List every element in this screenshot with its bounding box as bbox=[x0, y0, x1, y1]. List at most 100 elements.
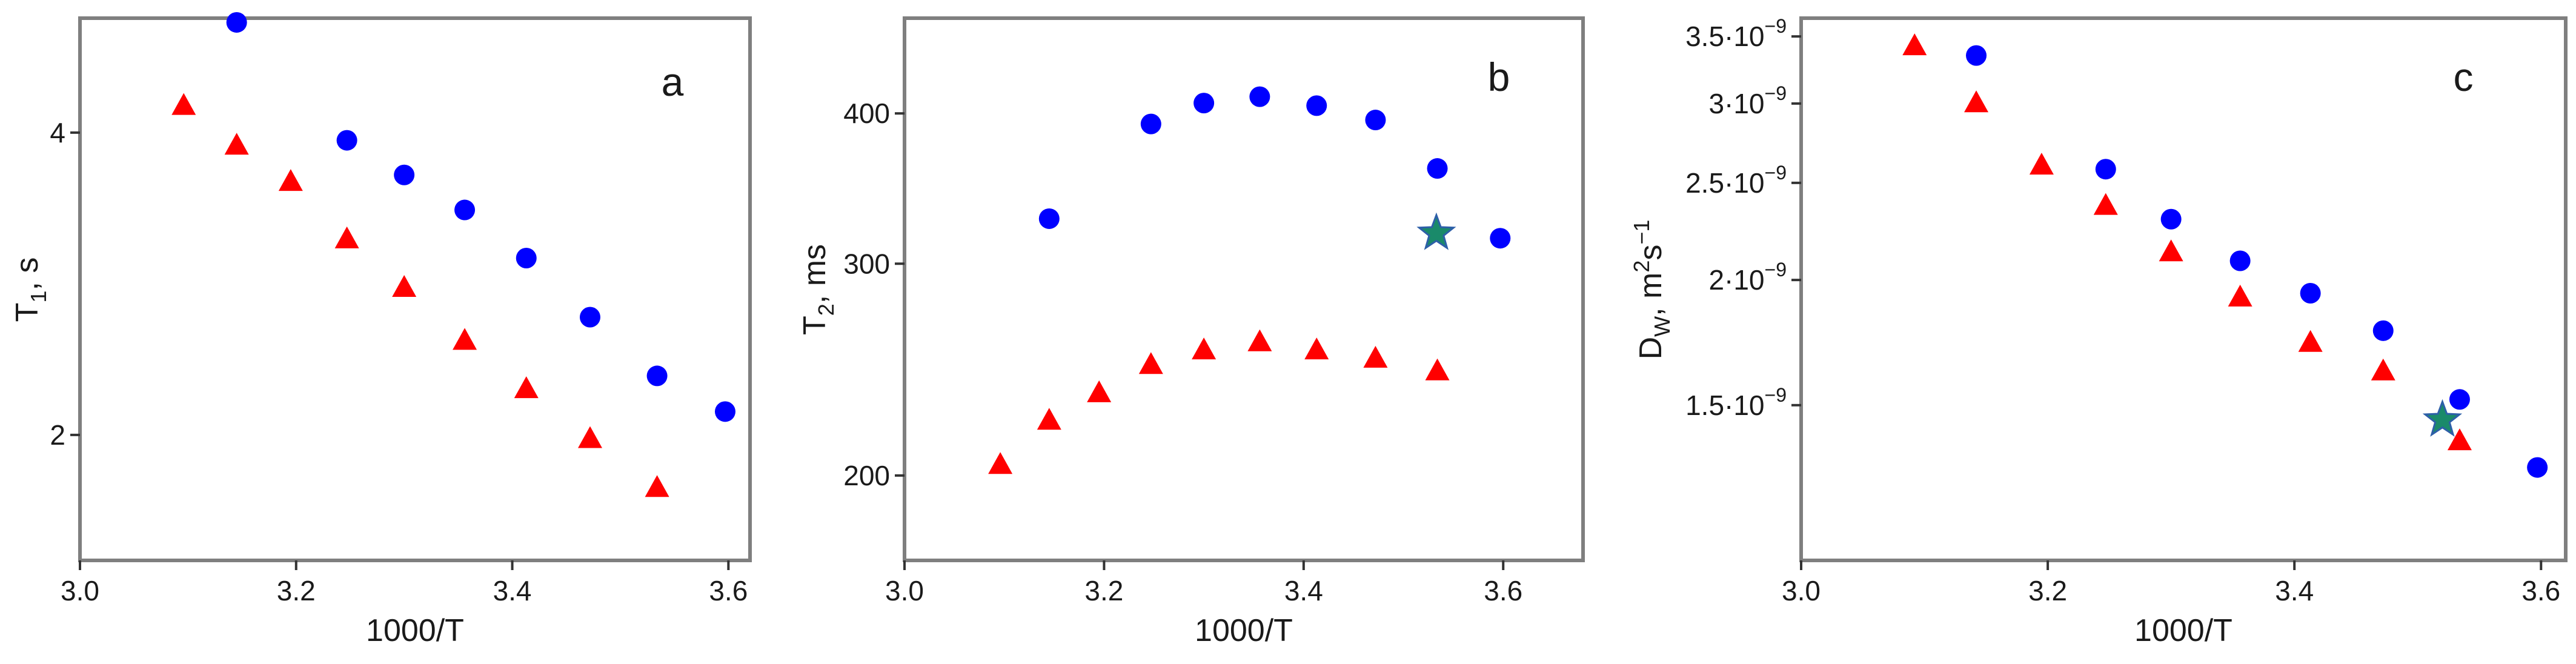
y-tick-label-c-0: 1.5·10−9 bbox=[1685, 384, 1787, 421]
y-tick-mantissa-c-3: 3·10 bbox=[1708, 88, 1764, 119]
c-series1-point-5 bbox=[2228, 284, 2252, 307]
c-series1-point-6 bbox=[2298, 330, 2323, 352]
panel-b-marks bbox=[988, 86, 1511, 474]
y-axis-title-c-main: D bbox=[1633, 337, 1668, 360]
y-tick-label-c-1: 2·10−9 bbox=[1708, 259, 1787, 296]
a-series1-point-6 bbox=[514, 376, 539, 399]
a-series1-point-2 bbox=[278, 169, 303, 191]
c-series0-point-7 bbox=[2527, 457, 2548, 478]
x-tick-label-c-3: 3.6 bbox=[2521, 575, 2560, 606]
b-series0-point-2 bbox=[1193, 93, 1215, 114]
a-series1-point-1 bbox=[224, 133, 249, 155]
c-series0-point-3 bbox=[2229, 250, 2251, 271]
b-series0-point-6 bbox=[1427, 158, 1448, 179]
y-tick-label-a-1: 4 bbox=[50, 117, 65, 148]
y-tick-label-b-0: 200 bbox=[843, 460, 890, 491]
c-series1-point-1 bbox=[1964, 90, 1989, 113]
c-series0-point-4 bbox=[2300, 283, 2321, 304]
y-tick-mantissa-c-2: 2.5·10 bbox=[1685, 167, 1764, 199]
y-tick-label-c-2: 2.5·10−9 bbox=[1685, 162, 1787, 199]
panel-c-marks bbox=[1902, 33, 2548, 478]
y-axis-title-c-sub: W bbox=[1650, 316, 1675, 337]
x-axis-title-a: 1000/T bbox=[366, 613, 464, 648]
c-series0-point-2 bbox=[2160, 208, 2182, 230]
y-tick-mantissa-c-1: 2·10 bbox=[1708, 264, 1764, 296]
b-series0-point-7 bbox=[1490, 228, 1511, 249]
b-series1-point-7 bbox=[1363, 345, 1388, 368]
b-series1-point-3 bbox=[1138, 352, 1163, 374]
x-axis-title-b: 1000/T bbox=[1195, 613, 1293, 648]
c-series1-point-2 bbox=[2029, 153, 2054, 175]
a-series1-point-8 bbox=[645, 475, 669, 497]
y-axis-title-a-sub: 1 bbox=[26, 291, 51, 303]
y-axis-title-a-tail: , s bbox=[10, 257, 45, 291]
y-axis-title-b-sub: 2 bbox=[814, 304, 838, 316]
c-series1-point-8 bbox=[2447, 428, 2472, 451]
panel-b-ticks: 3.0 3.2 3.4 3.6 200 300 400 bbox=[843, 98, 1522, 606]
c-series0-point-0 bbox=[1966, 45, 1987, 66]
x-tick-label-c-2: 3.4 bbox=[2275, 575, 2314, 606]
y-tick-label-c-4: 3.5·10−9 bbox=[1685, 15, 1787, 52]
y-tick-exponent-c-0: −9 bbox=[1765, 384, 1787, 406]
panel-b: 3.0 3.2 3.4 3.6 200 300 400 b 1000/T T2, ms bbox=[797, 16, 1585, 648]
x-tick-label-b-0: 3.0 bbox=[885, 575, 924, 606]
y-axis-title-b: T2, ms bbox=[797, 244, 838, 335]
panel-c: 3.0 3.2 3.4 3.61.5·10−92·10−92.5·10−93·10−9… bbox=[1629, 15, 2568, 648]
b-series0-point-5 bbox=[1365, 110, 1386, 131]
y-axis-title-c-sup2: −1 bbox=[1629, 220, 1654, 245]
x-tick-label-b-2: 3.4 bbox=[1284, 575, 1323, 606]
a-series0-point-7 bbox=[714, 401, 735, 422]
y-tick-label-a-0: 2 bbox=[50, 419, 65, 451]
panel-label-a: a bbox=[662, 59, 684, 104]
a-series0-point-1 bbox=[336, 130, 357, 151]
a-series1-point-0 bbox=[171, 93, 196, 115]
x-tick-label-c-0: 3.0 bbox=[1782, 575, 1821, 606]
a-series0-point-5 bbox=[579, 307, 600, 328]
y-tick-label-c-3: 3·10−9 bbox=[1708, 82, 1787, 119]
panel-a-ticks: 3.0 3.2 3.4 3.6 2 4 bbox=[50, 117, 748, 606]
a-series1-point-7 bbox=[577, 426, 602, 448]
a-series1-point-3 bbox=[334, 226, 359, 248]
y-axis-title-c-tail: , m bbox=[1633, 273, 1668, 316]
x-tick-label-a-1: 3.2 bbox=[277, 575, 316, 606]
y-axis-title-a: T1, s bbox=[10, 257, 51, 322]
y-axis-title-a-main: T bbox=[10, 303, 45, 322]
c-series1-point-4 bbox=[2159, 239, 2183, 262]
y-tick-label-b-1: 300 bbox=[843, 248, 890, 279]
x-tick-label-c-1: 3.2 bbox=[2028, 575, 2067, 606]
b-series0-point-3 bbox=[1249, 86, 1270, 107]
y-axis-title-b-main: T bbox=[797, 316, 832, 335]
x-tick-label-b-1: 3.2 bbox=[1084, 575, 1123, 606]
y-tick-mantissa-c-0: 1.5·10 bbox=[1685, 390, 1764, 421]
b-series1-point-8 bbox=[1425, 358, 1450, 380]
b-series1-point-5 bbox=[1247, 329, 1272, 351]
c-series0-point-5 bbox=[2372, 320, 2394, 341]
a-series1-point-5 bbox=[453, 328, 477, 350]
plot-frame-a bbox=[78, 16, 752, 562]
b-series0-point-0 bbox=[1038, 208, 1060, 229]
b-series1-point-2 bbox=[1087, 380, 1112, 402]
y-axis-title-c-mid: s bbox=[1633, 245, 1668, 261]
y-tick-mantissa-c-4: 3.5·10 bbox=[1685, 21, 1764, 52]
b-series1-point-6 bbox=[1304, 337, 1329, 360]
x-tick-label-a-0: 3.0 bbox=[61, 575, 99, 606]
c-series2-point-0 bbox=[2422, 399, 2463, 437]
plot-frame-c bbox=[1799, 16, 2568, 562]
y-axis-title-c: DW, m2s−1 bbox=[1629, 220, 1675, 360]
panel-a-marks bbox=[171, 12, 735, 497]
c-series1-point-0 bbox=[1902, 33, 1927, 56]
panel-label-c: c bbox=[2454, 55, 2474, 99]
y-axis-title-b-tail: , ms bbox=[797, 244, 832, 304]
y-tick-label-b-2: 400 bbox=[843, 98, 890, 129]
y-tick-exponent-c-4: −9 bbox=[1765, 15, 1787, 37]
x-tick-label-a-3: 3.6 bbox=[709, 575, 748, 606]
y-tick-exponent-c-2: −9 bbox=[1765, 162, 1787, 184]
b-series1-point-4 bbox=[1192, 337, 1217, 360]
a-series0-point-3 bbox=[454, 199, 476, 221]
c-series0-point-6 bbox=[2449, 389, 2470, 410]
y-tick-exponent-c-3: −9 bbox=[1765, 82, 1787, 104]
b-series1-point-0 bbox=[988, 452, 1013, 474]
b-series1-point-1 bbox=[1037, 408, 1061, 430]
c-series0-point-1 bbox=[2095, 159, 2116, 180]
